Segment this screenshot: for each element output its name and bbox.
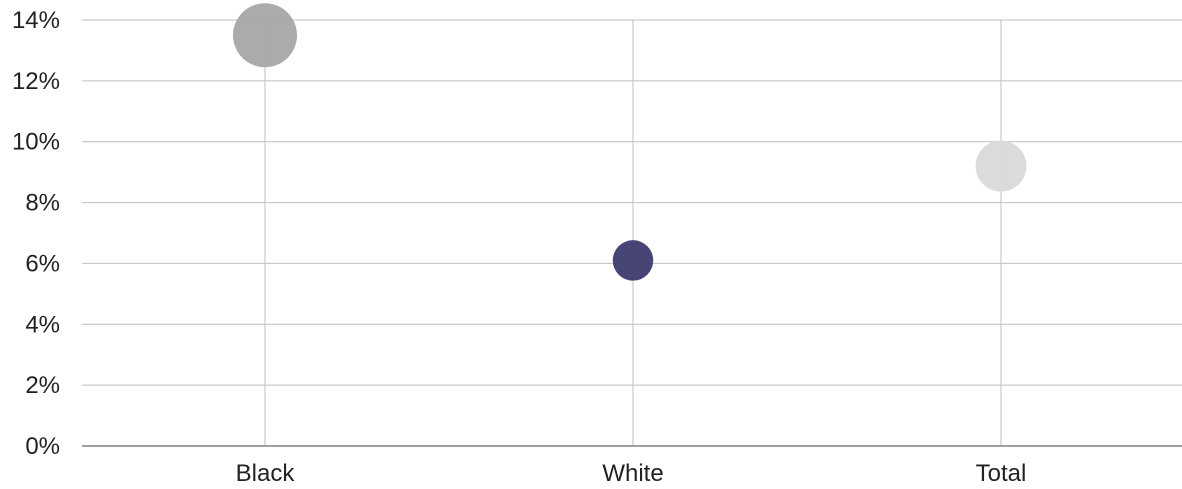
y-tick-label: 4% xyxy=(25,311,60,338)
bubble-black xyxy=(233,3,297,68)
y-tick-label: 2% xyxy=(25,372,60,399)
x-tick-label: Total xyxy=(976,460,1027,487)
y-tick-label: 6% xyxy=(25,250,60,277)
x-tick-label: Black xyxy=(236,460,296,487)
y-tick-label: 8% xyxy=(25,190,60,217)
gridlines xyxy=(82,19,1182,446)
x-tick-label: White xyxy=(602,460,663,487)
y-tick-label: 10% xyxy=(12,129,60,156)
data-points xyxy=(233,3,1027,281)
y-tick-label: 0% xyxy=(25,433,60,460)
bubble-white xyxy=(612,240,654,281)
x-axis-tick-labels: Black White Total xyxy=(236,460,1027,487)
bubble-total xyxy=(975,140,1027,192)
y-tick-label: 12% xyxy=(12,68,60,95)
y-axis-tick-labels: 0% 2% 4% 6% 8% 10% 12% 14% xyxy=(12,7,60,460)
y-tick-label: 14% xyxy=(12,7,60,34)
